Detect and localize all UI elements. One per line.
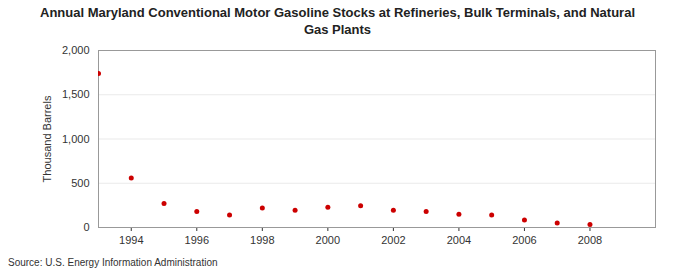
svg-text:1994: 1994 <box>119 234 143 246</box>
svg-text:1996: 1996 <box>185 234 209 246</box>
svg-text:2,000: 2,000 <box>62 44 90 56</box>
svg-text:2002: 2002 <box>381 234 405 246</box>
svg-text:2006: 2006 <box>512 234 536 246</box>
html-text:Source: U.S. Energy Informatio: Source: U.S. Energy Information Administ… <box>8 257 218 268</box>
svg-text:2004: 2004 <box>447 234 471 246</box>
svg-text:1998: 1998 <box>250 234 274 246</box>
svg-text:1,500: 1,500 <box>62 88 90 100</box>
svg-text:1,000: 1,000 <box>62 133 90 145</box>
svg-text:500: 500 <box>71 177 89 189</box>
svg-text:2008: 2008 <box>578 234 602 246</box>
svg-text:2000: 2000 <box>316 234 340 246</box>
html-text:Annual Maryland Conventional M: Annual Maryland Conventional Motor Gasol… <box>40 5 635 37</box>
svg-text:Thousand Barrels: Thousand Barrels <box>41 95 53 182</box>
svg-text:0: 0 <box>83 221 89 233</box>
